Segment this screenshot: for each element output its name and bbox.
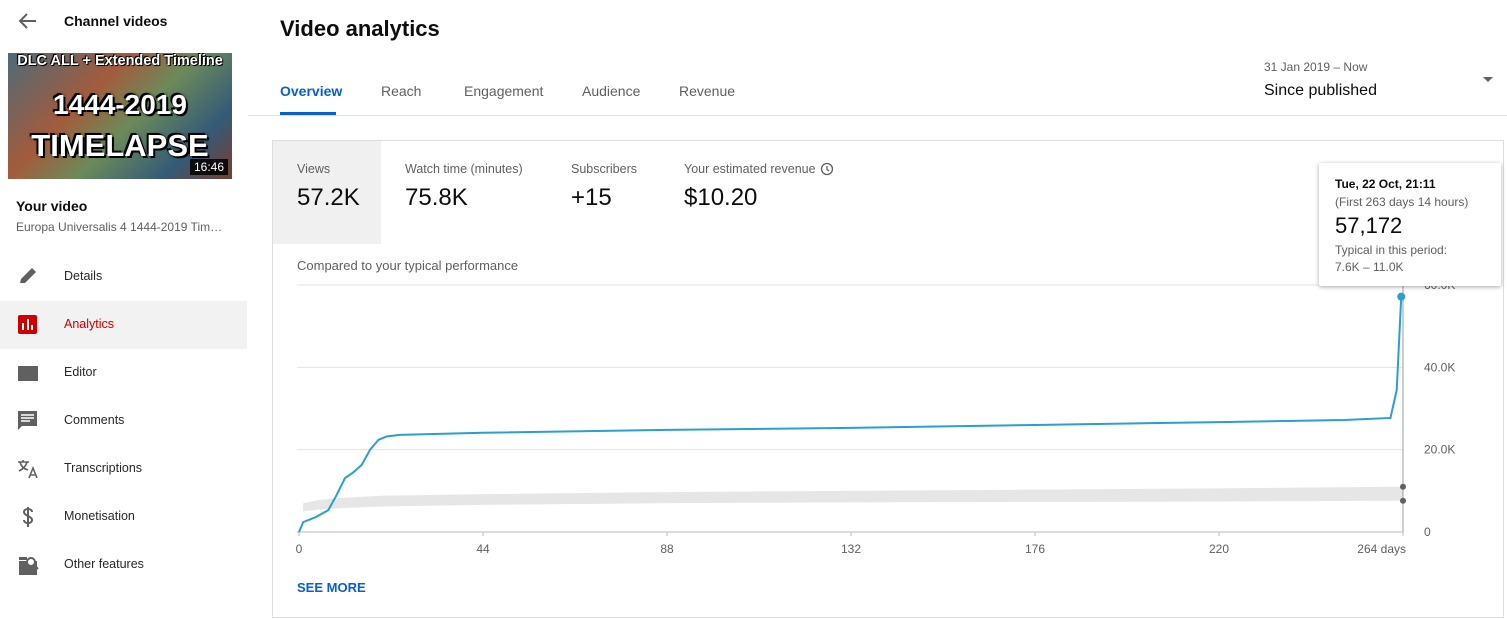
tab[interactable]: Reach: [381, 83, 422, 99]
selected-metric[interactable]: [273, 141, 381, 244]
period-select[interactable]: Since published: [1264, 82, 1377, 99]
x-tick-label: 220: [1209, 542, 1229, 556]
see-more[interactable]: SEE MORE: [297, 580, 366, 595]
tab-underline: [280, 112, 336, 115]
tooltip: Tue, 22 Oct, 21:11 (First 263 days 14 ho…: [1319, 163, 1501, 286]
tooltip-typical-range: 7.6K – 11.0K: [1335, 260, 1404, 274]
tab[interactable]: Audience: [582, 83, 641, 99]
nav-label: Analytics: [64, 317, 115, 331]
sidebar: Channel videos DLC ALL + Extended Timeli…: [0, 0, 247, 619]
page-title: Video analytics: [280, 16, 440, 41]
metric-value: 57.2K: [297, 184, 360, 211]
date-range: 31 Jan 2019 – Now: [1264, 60, 1368, 74]
x-tick-label: 176: [1025, 542, 1045, 556]
tab[interactable]: Engagement: [464, 83, 544, 99]
x-tick-label: 264 days: [1357, 542, 1406, 556]
x-tick-label: 44: [476, 542, 490, 556]
card: [272, 140, 1504, 618]
hover-point: [1397, 292, 1406, 301]
nav-label: Monetisation: [64, 509, 135, 523]
metric-value: +15: [571, 184, 612, 211]
y-tick-label: 0: [1424, 525, 1431, 539]
metric-label: Your estimated revenue: [684, 162, 816, 176]
tab[interactable]: Revenue: [679, 83, 736, 99]
typical-point: [1400, 483, 1406, 490]
nav-item[interactable]: Editor: [0, 349, 247, 397]
comparison-label: Compared to your typical performance: [297, 258, 519, 273]
nav-item[interactable]: Analytics: [0, 301, 247, 349]
typical-point: [1400, 497, 1406, 504]
dropdown-arrow[interactable]: [1481, 75, 1495, 85]
y-tick-label: 20.0K: [1424, 443, 1455, 457]
metric-value: $10.20: [684, 184, 758, 211]
duration: 16:46: [189, 159, 228, 175]
back-arrow[interactable]: [16, 10, 40, 32]
metric-label: Views: [297, 162, 331, 176]
nav-label: Comments: [64, 413, 125, 427]
nav-item[interactable]: Monetisation: [0, 493, 247, 541]
nav-item[interactable]: Other features: [0, 541, 247, 589]
nav-label: Transcriptions: [64, 461, 143, 475]
nav-label: Details: [64, 269, 103, 283]
x-tick-label: 88: [660, 542, 674, 556]
divider: [248, 115, 1507, 116]
clock-icon[interactable]: [820, 162, 834, 176]
tooltip-span: (First 263 days 14 hours): [1335, 195, 1469, 209]
thumb-text: DLC ALL + Extended Timeline: [17, 53, 223, 69]
tooltip-typical-label: Typical in this period:: [1335, 243, 1448, 257]
your-video-label: Your video: [16, 198, 88, 214]
tooltip-value: 57,172: [1335, 213, 1403, 238]
nav-item[interactable]: Transcriptions: [0, 445, 247, 493]
y-tick-label: 40.0K: [1424, 360, 1455, 374]
thumbnail[interactable]: DLC ALL + Extended Timeline 1444-2019 TI…: [8, 53, 232, 179]
nav-item[interactable]: Details: [0, 253, 247, 301]
line-series: [298, 296, 1403, 533]
metric-label: Subscribers: [571, 162, 637, 176]
thumb-text: TIMELAPSE: [31, 128, 209, 163]
metric-label: Watch time (minutes): [405, 162, 523, 176]
typical-band: [303, 486, 1403, 512]
x-tick-label: 132: [841, 542, 861, 556]
back-label[interactable]: Channel videos: [64, 13, 168, 29]
nav-label: Editor: [64, 365, 97, 379]
x-tick-label: 0: [296, 542, 303, 556]
metric-value: 75.8K: [405, 184, 468, 211]
thumb-text: 1444-2019: [53, 89, 187, 120]
tooltip-date: Tue, 22 Oct, 21:11: [1335, 177, 1436, 191]
nav-item[interactable]: Comments: [0, 397, 247, 445]
video-title: Europa Universalis 4 1444-2019 Tim…: [16, 220, 223, 234]
nav-label: Other features: [64, 557, 144, 571]
tab[interactable]: Overview: [280, 83, 343, 99]
